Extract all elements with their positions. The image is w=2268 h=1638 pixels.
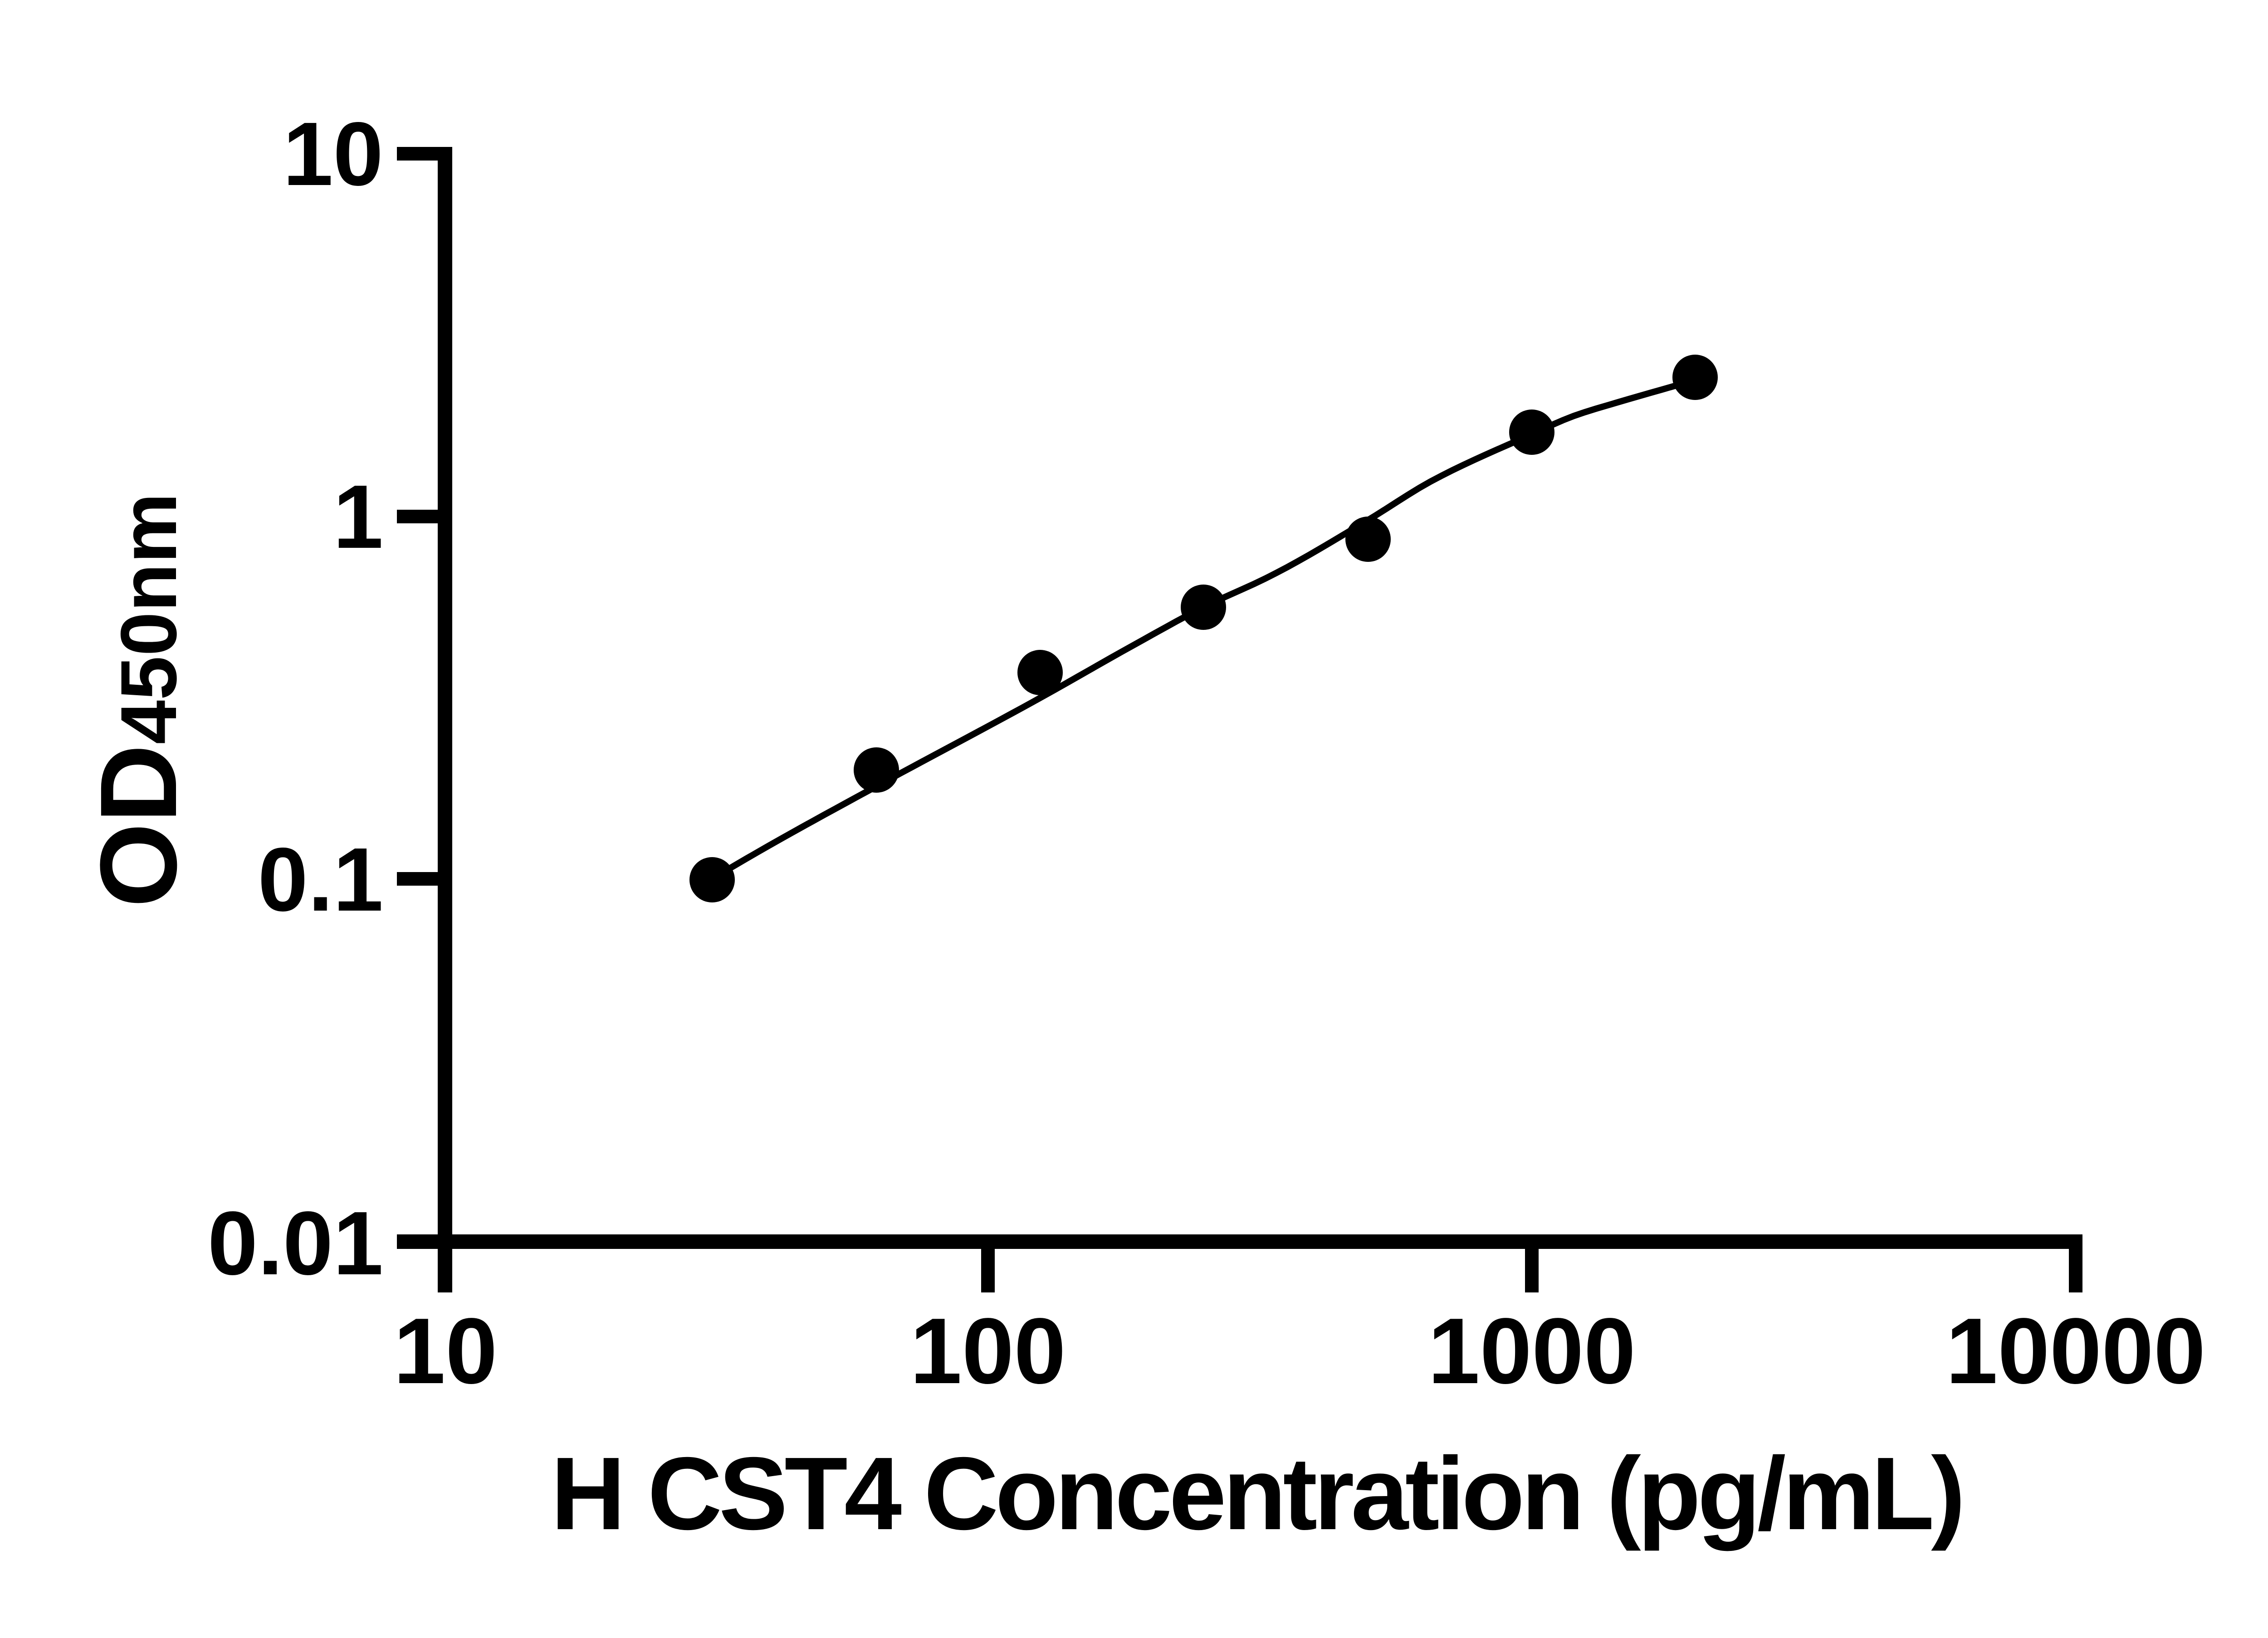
svg-text:10: 10 xyxy=(393,1299,497,1403)
svg-text:1000: 1000 xyxy=(1428,1299,1636,1403)
svg-text:100: 100 xyxy=(910,1299,1066,1403)
svg-text:10000: 10000 xyxy=(1946,1299,2206,1403)
svg-text:0.1: 0.1 xyxy=(258,829,383,930)
svg-text:H CST4 Concentration (pg/mL): H CST4 Concentration (pg/mL) xyxy=(551,1436,1962,1551)
svg-text:10: 10 xyxy=(283,104,383,205)
svg-text:1: 1 xyxy=(333,467,383,567)
svg-text:OD450nm: OD450nm xyxy=(78,493,199,907)
svg-text:0.01: 0.01 xyxy=(208,1193,383,1294)
